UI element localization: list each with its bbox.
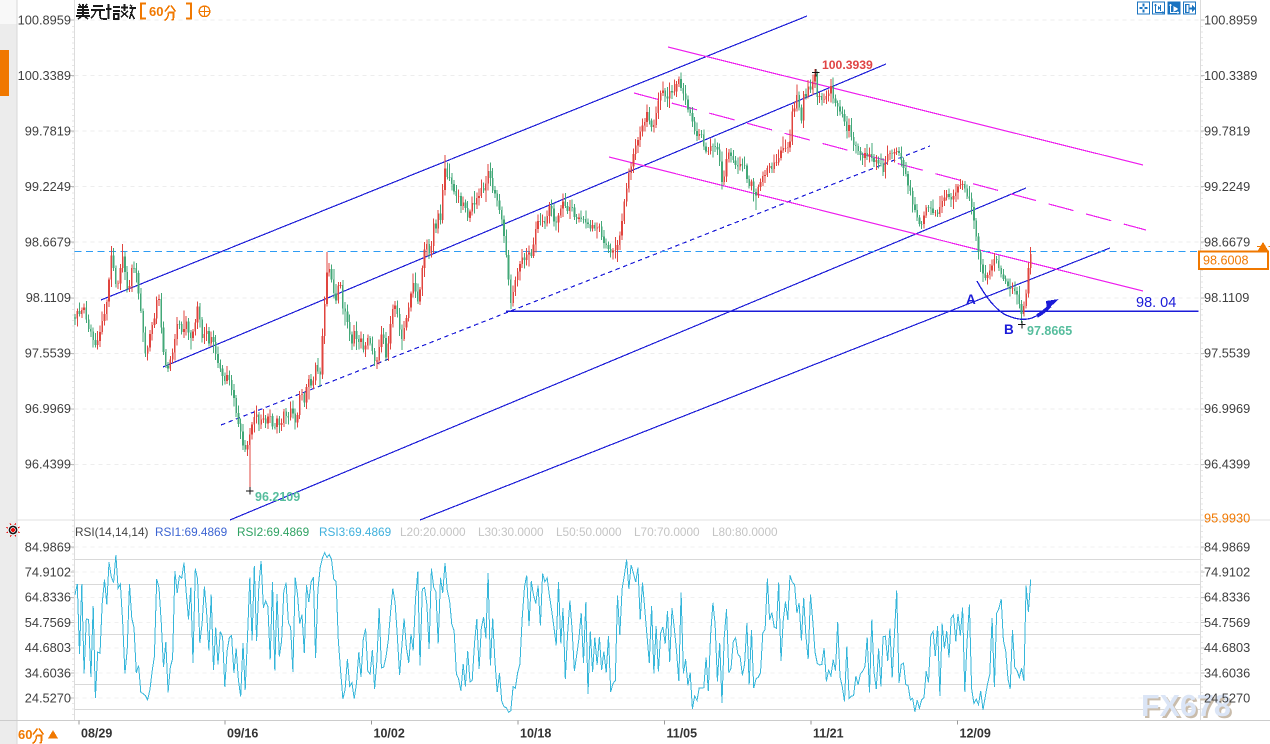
svg-text:10/02: 10/02	[374, 727, 405, 741]
svg-text:60: 60	[149, 4, 163, 19]
svg-text:44.6803: 44.6803	[25, 640, 71, 655]
svg-text:L50:50.0000: L50:50.0000	[556, 525, 622, 539]
svg-text:98.6679: 98.6679	[1204, 235, 1250, 250]
svg-text:98.6679: 98.6679	[25, 235, 71, 250]
svg-text:60: 60	[18, 727, 32, 742]
svg-text:84.9869: 84.9869	[25, 539, 71, 554]
svg-text:98. 04: 98. 04	[1136, 295, 1176, 311]
svg-text:44.6803: 44.6803	[1204, 640, 1250, 655]
svg-text:96.9969: 96.9969	[25, 401, 71, 416]
svg-text:96.2109: 96.2109	[255, 490, 300, 504]
svg-text:L70:70.0000: L70:70.0000	[634, 525, 700, 539]
svg-text:B: B	[1004, 322, 1014, 337]
svg-text:98.6008: 98.6008	[1203, 254, 1249, 268]
svg-text:98.1109: 98.1109	[1204, 290, 1249, 305]
svg-text:64.8336: 64.8336	[25, 590, 71, 605]
svg-text:96.4399: 96.4399	[25, 457, 71, 472]
svg-text:99.7819: 99.7819	[25, 123, 71, 138]
svg-text:100.3389: 100.3389	[1204, 68, 1257, 83]
svg-text:97.5539: 97.5539	[25, 346, 71, 361]
svg-text:97.8665: 97.8665	[1027, 324, 1072, 338]
svg-text:74.9102: 74.9102	[25, 565, 71, 580]
svg-text:RSI3:69.4869: RSI3:69.4869	[319, 525, 391, 539]
svg-text:54.7569: 54.7569	[1204, 615, 1250, 630]
svg-text:34.6036: 34.6036	[1204, 665, 1250, 680]
svg-text:24.5270: 24.5270	[25, 691, 71, 706]
svg-text:98.1109: 98.1109	[26, 290, 71, 305]
svg-text:100.3939: 100.3939	[822, 58, 873, 72]
svg-text:64.8336: 64.8336	[1204, 590, 1250, 605]
svg-text:100.8959: 100.8959	[1204, 12, 1257, 27]
svg-text:96.9969: 96.9969	[1204, 401, 1250, 416]
svg-text:97.5539: 97.5539	[1204, 346, 1250, 361]
svg-text:84.9869: 84.9869	[1204, 539, 1250, 554]
svg-text:96.4399: 96.4399	[1204, 457, 1250, 472]
svg-text:11/21: 11/21	[813, 727, 844, 741]
svg-text:12/09: 12/09	[960, 727, 991, 741]
svg-text:RSI(14,14,14): RSI(14,14,14)	[75, 525, 149, 539]
svg-text:100.3389: 100.3389	[18, 68, 71, 83]
svg-text:08/29: 08/29	[81, 727, 112, 741]
svg-text:24.5270: 24.5270	[1204, 691, 1250, 706]
svg-text:FX678: FX678	[1143, 691, 1233, 725]
svg-text:11/05: 11/05	[667, 727, 698, 741]
svg-text:09/16: 09/16	[227, 727, 258, 741]
svg-text:95.9930: 95.9930	[1204, 510, 1250, 525]
svg-text:99.7819: 99.7819	[1204, 123, 1250, 138]
svg-text:RSI2:69.4869: RSI2:69.4869	[237, 525, 309, 539]
svg-text:L20:20.0000: L20:20.0000	[400, 525, 466, 539]
svg-text:L30:30.0000: L30:30.0000	[478, 525, 544, 539]
svg-text:FX678: FX678	[1141, 689, 1231, 723]
svg-text:A: A	[966, 292, 976, 307]
svg-text:99.2249: 99.2249	[1204, 179, 1250, 194]
svg-text:99.2249: 99.2249	[25, 179, 71, 194]
svg-text:RSI1:69.4869: RSI1:69.4869	[155, 525, 227, 539]
svg-text:74.9102: 74.9102	[1204, 565, 1250, 580]
svg-text:L80:80.0000: L80:80.0000	[712, 525, 778, 539]
svg-text:34.6036: 34.6036	[25, 665, 71, 680]
svg-text:54.7569: 54.7569	[25, 615, 71, 630]
svg-text:100.8959: 100.8959	[18, 12, 71, 27]
svg-text:10/18: 10/18	[520, 727, 551, 741]
